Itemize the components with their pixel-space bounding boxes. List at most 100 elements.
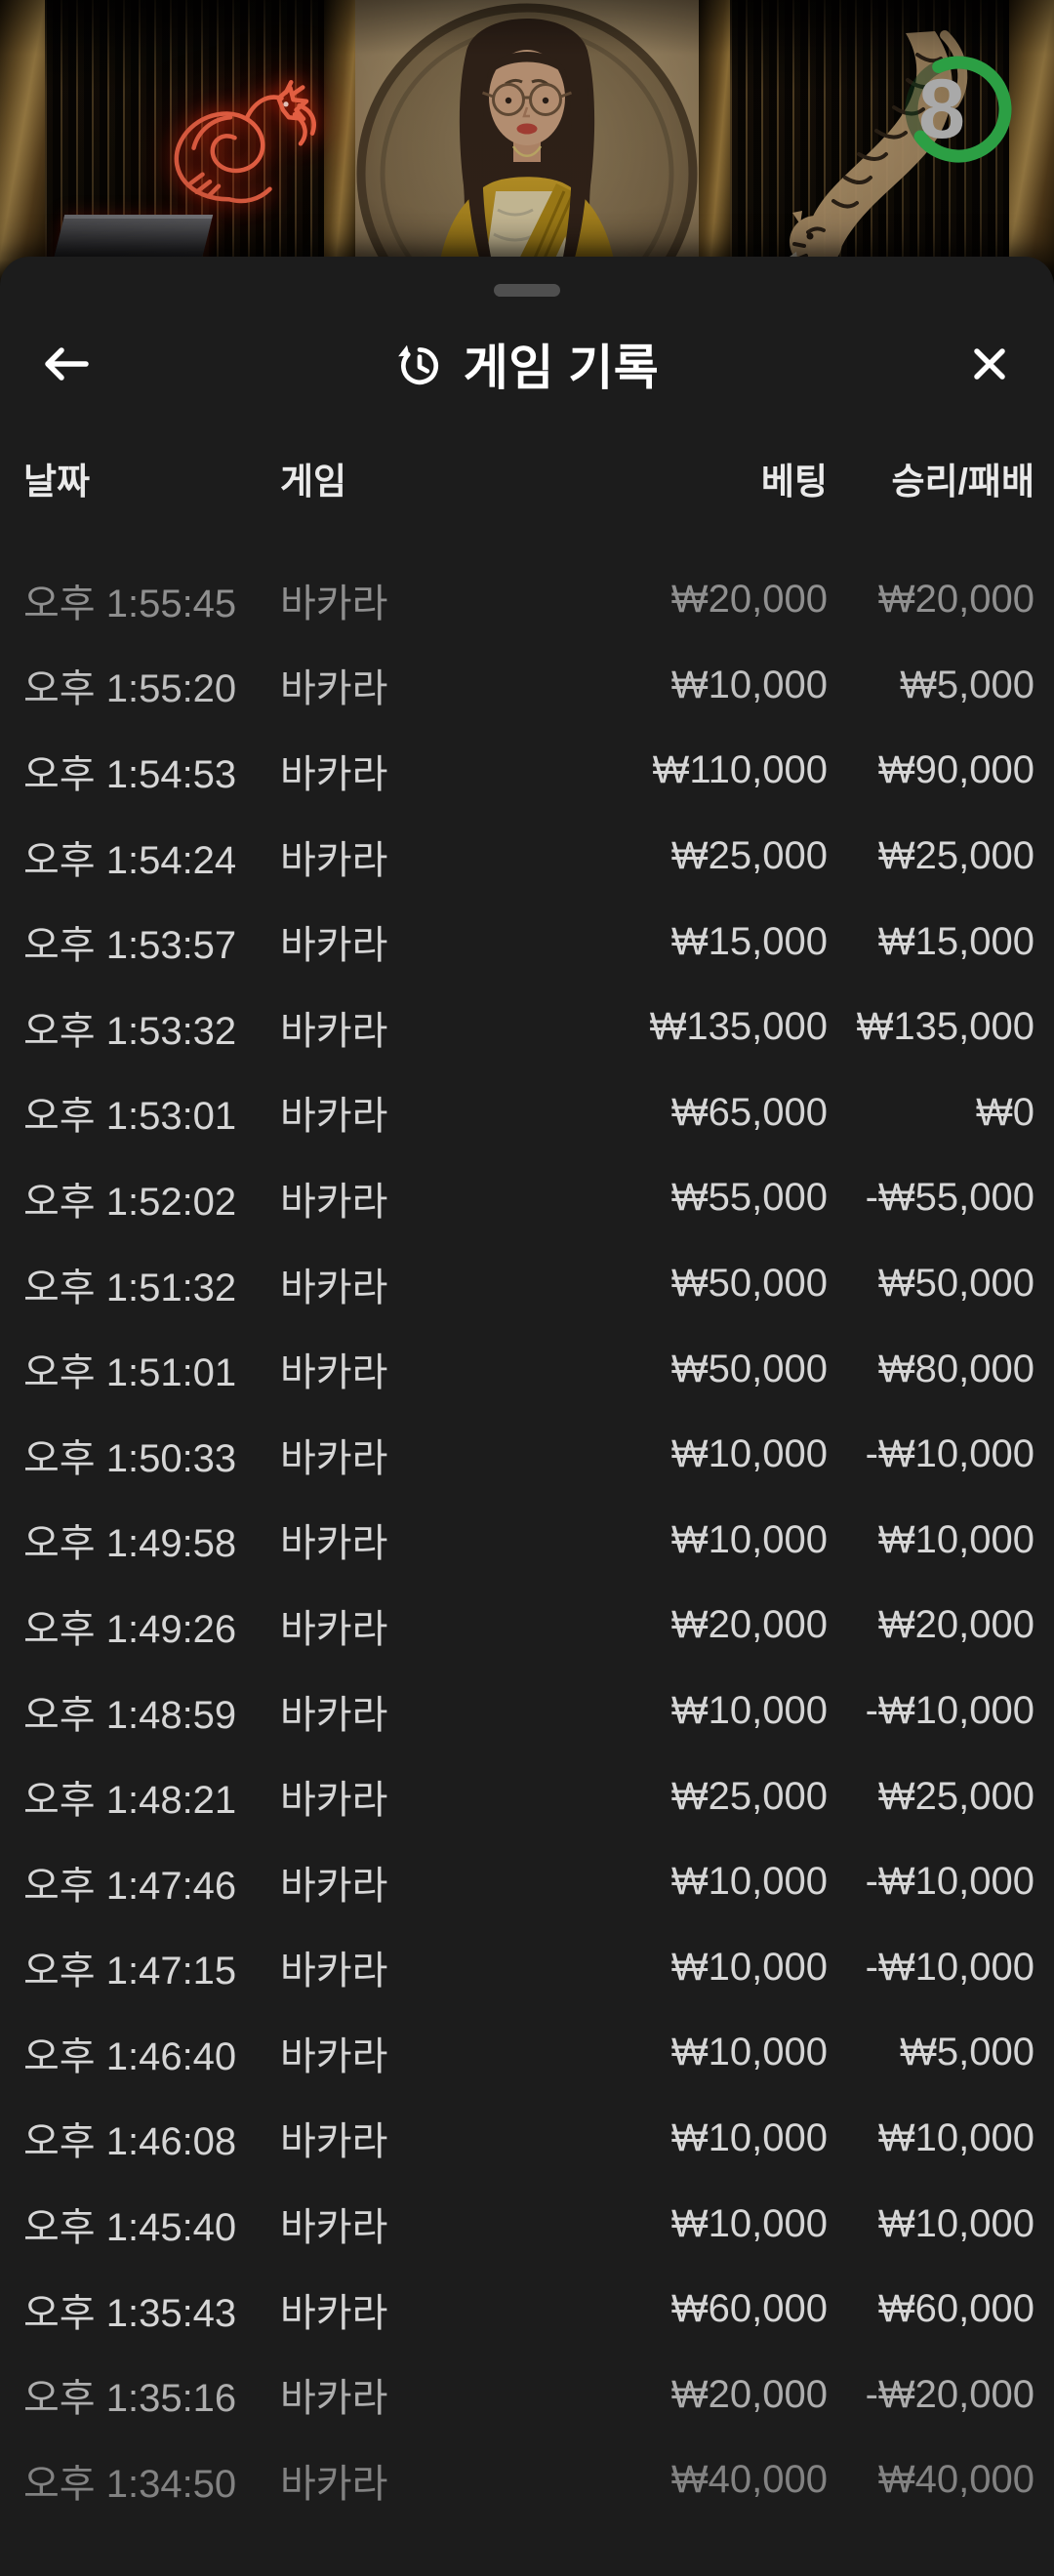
cell-result: ₩25,000 <box>877 834 1034 878</box>
cell-game: 바카라 <box>280 1351 388 1395</box>
cell-result: ₩25,000 <box>877 1774 1034 1818</box>
left-gold-pillar <box>0 0 45 302</box>
cell-bet: ₩10,000 <box>670 1432 828 1476</box>
cell-result: -₩55,000 <box>865 1176 1034 1220</box>
cell-game: 바카라 <box>280 2462 388 2506</box>
title-group: 게임 기록 <box>395 329 659 399</box>
table-row: 오후 1:50:33 바카라 ₩10,000 -₩10,000 <box>0 1412 1054 1498</box>
cell-date: 오후 1:48:21 <box>23 1779 237 1823</box>
table-row: 오후 1:53:57 바카라 ₩15,000 ₩15,000 <box>0 899 1054 985</box>
table-row: 오후 1:47:46 바카라 ₩10,000 -₩10,000 <box>0 1839 1054 1925</box>
cell-game: 바카라 <box>280 2206 388 2250</box>
cell-result: -₩10,000 <box>865 1945 1034 1989</box>
table-row: 오후 1:48:21 바카라 ₩25,000 ₩25,000 <box>0 1753 1054 1839</box>
cell-date: 오후 1:54:24 <box>23 838 237 882</box>
cell-date: 오후 1:34:50 <box>23 2462 237 2506</box>
cell-bet: ₩10,000 <box>670 1945 828 1989</box>
cell-bet: ₩25,000 <box>670 1774 828 1818</box>
table-row: 오후 1:51:32 바카라 ₩50,000 ₩50,000 <box>0 1241 1054 1327</box>
table-row: 오후 1:35:16 바카라 ₩20,000 -₩20,000 <box>0 2352 1054 2437</box>
table-row: 오후 1:55:45 바카라 ₩20,000 ₩20,000 <box>0 557 1054 643</box>
cell-bet: ₩10,000 <box>670 1860 828 1904</box>
cell-game: 바카라 <box>280 2377 388 2421</box>
column-header-result: 승리/패배 <box>891 462 1034 502</box>
cell-result: ₩50,000 <box>877 1262 1034 1306</box>
cell-result: -₩10,000 <box>865 1860 1034 1904</box>
cell-date: 오후 1:48:59 <box>23 1693 237 1737</box>
cell-result: ₩20,000 <box>877 1603 1034 1647</box>
cell-result: ₩135,000 <box>856 1005 1034 1049</box>
back-button[interactable] <box>27 325 105 403</box>
cell-game: 바카라 <box>280 1436 388 1480</box>
timer-value: 8 <box>918 62 965 156</box>
history-clock-icon <box>397 344 438 385</box>
history-rows[interactable]: 오후 1:55:45 바카라 ₩20,000 ₩20,000 오후 1:55:20 바카라… <box>0 557 1054 2523</box>
cell-date: 오후 1:53:01 <box>23 1095 237 1139</box>
cell-result: ₩10,000 <box>877 1517 1034 1561</box>
column-header-bet: 베팅 <box>760 462 828 502</box>
table-row: 오후 1:52:02 바카라 ₩55,000 -₩55,000 <box>0 1155 1054 1241</box>
cell-result: ₩40,000 <box>877 2458 1034 2502</box>
cell-game: 바카라 <box>280 667 388 711</box>
cell-bet: ₩20,000 <box>670 1603 828 1647</box>
cell-game: 바카라 <box>280 1095 388 1139</box>
cell-date: 오후 1:49:26 <box>23 1607 237 1651</box>
cell-date: 오후 1:53:32 <box>23 1009 237 1053</box>
panel-header: 게임 기록 <box>0 325 1054 403</box>
cell-date: 오후 1:47:15 <box>23 1950 237 1993</box>
table-row: 오후 1:47:15 바카라 ₩10,000 -₩10,000 <box>0 1925 1054 2011</box>
cell-game: 바카라 <box>280 1009 388 1053</box>
cell-bet: ₩15,000 <box>670 919 828 963</box>
cell-game: 바카라 <box>280 1522 388 1566</box>
cell-result: -₩10,000 <box>865 1689 1034 1733</box>
table-row: 오후 1:54:24 바카라 ₩25,000 ₩25,000 <box>0 814 1054 900</box>
cell-result: -₩20,000 <box>865 2372 1034 2416</box>
table-row: 오후 1:35:43 바카라 ₩60,000 ₩60,000 <box>0 2267 1054 2353</box>
cell-game: 바카라 <box>280 2034 388 2078</box>
countdown-timer: 8 <box>890 41 1027 178</box>
cell-bet: ₩10,000 <box>670 2201 828 2245</box>
table-row: 오후 1:53:01 바카라 ₩65,000 ₩0 <box>0 1070 1054 1156</box>
cell-date: 오후 1:35:16 <box>23 2377 237 2421</box>
game-history-panel: 게임 기록 날짜 게임 베팅 승리/패배 오후 1:55:45 바카라 ₩20,00… <box>0 257 1054 2576</box>
table-row: 오후 1:34:50 바카라 ₩40,000 ₩40,000 <box>0 2437 1054 2523</box>
timer-ring <box>905 56 1012 163</box>
cell-result: ₩0 <box>976 1090 1034 1134</box>
table-row: 오후 1:45:40 바카라 ₩10,000 ₩10,000 <box>0 2181 1054 2267</box>
cell-result: ₩10,000 <box>877 2115 1034 2159</box>
cell-result: ₩10,000 <box>877 2201 1034 2245</box>
cell-date: 오후 1:50:33 <box>23 1436 237 1480</box>
table-row: 오후 1:46:40 바카라 ₩10,000 ₩5,000 <box>0 2010 1054 2096</box>
cell-game: 바카라 <box>280 2120 388 2164</box>
cell-game: 바카라 <box>280 1180 388 1224</box>
cell-date: 오후 1:45:40 <box>23 2206 237 2250</box>
cell-result: ₩60,000 <box>877 2287 1034 2331</box>
cell-result: -₩10,000 <box>865 1432 1034 1476</box>
cell-bet: ₩20,000 <box>670 578 828 622</box>
table-row: 오후 1:53:32 바카라 ₩135,000 ₩135,000 <box>0 985 1054 1070</box>
dealer-illustration <box>356 3 698 302</box>
cell-game: 바카라 <box>280 2291 388 2335</box>
cell-date: 오후 1:49:58 <box>23 1522 237 1566</box>
cell-game: 바카라 <box>280 1266 388 1309</box>
cell-bet: ₩10,000 <box>670 1689 828 1733</box>
live-video-feed: 8 <box>0 0 1054 302</box>
table-row: 오후 1:48:59 바카라 ₩10,000 -₩10,000 <box>0 1669 1054 1754</box>
close-button[interactable] <box>951 325 1029 403</box>
drag-handle[interactable] <box>494 284 560 297</box>
cell-date: 오후 1:55:20 <box>23 667 237 711</box>
cell-bet: ₩40,000 <box>670 2458 828 2502</box>
table-row: 오후 1:49:26 바카라 ₩20,000 ₩20,000 <box>0 1583 1054 1669</box>
table-row: 오후 1:51:01 바카라 ₩50,000 ₩80,000 <box>0 1326 1054 1412</box>
cell-bet: ₩10,000 <box>670 2115 828 2159</box>
cell-date: 오후 1:46:08 <box>23 2120 237 2164</box>
cell-result: ₩90,000 <box>877 748 1034 792</box>
cell-game: 바카라 <box>280 838 388 882</box>
cell-bet: ₩10,000 <box>670 663 828 706</box>
cell-bet: ₩50,000 <box>670 1262 828 1306</box>
cell-bet: ₩10,000 <box>670 2031 828 2074</box>
left-slat-wall <box>45 0 324 302</box>
left-gold-trim <box>324 0 355 302</box>
cell-game: 바카라 <box>280 1950 388 1993</box>
